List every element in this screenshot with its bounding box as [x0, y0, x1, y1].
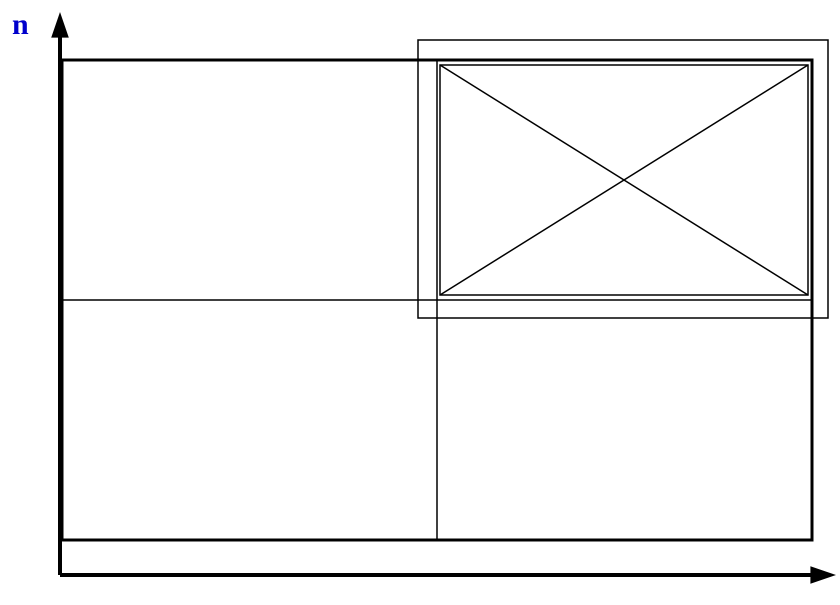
y-axis-label: n — [12, 8, 29, 42]
diagram-canvas: n — [0, 0, 840, 605]
diagram-svg — [0, 0, 840, 605]
y-axis-arrow — [51, 12, 69, 38]
x-axis-arrow — [810, 566, 836, 584]
